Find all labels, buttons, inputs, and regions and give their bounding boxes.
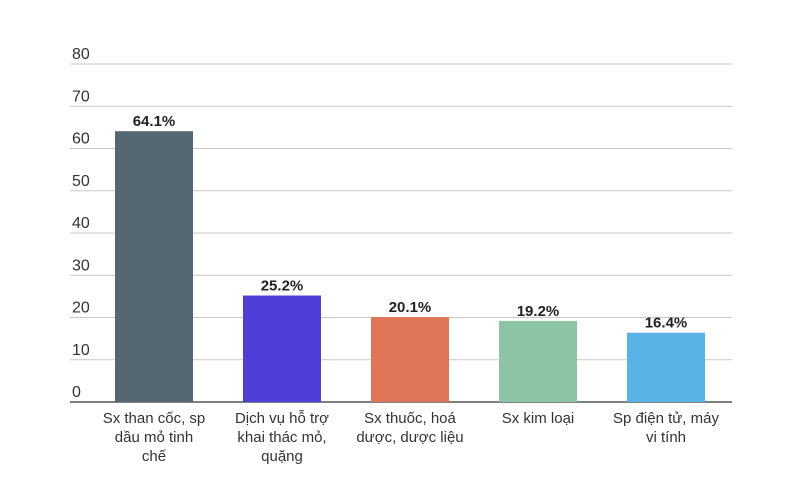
data-label: 16.4% bbox=[645, 315, 688, 332]
y-tick-label: 40 bbox=[72, 215, 90, 232]
x-tick-label: Sp điện tử, máy vi tính bbox=[613, 410, 719, 446]
y-tick-label: 60 bbox=[72, 131, 90, 148]
y-tick-label: 50 bbox=[72, 173, 90, 190]
y-tick-label: 70 bbox=[72, 88, 90, 105]
data-label: 20.1% bbox=[389, 299, 432, 316]
x-tick-label: Sx kim loại bbox=[502, 410, 575, 427]
x-tick-label: Sx than cốc, sp dầu mỏ tinh chế bbox=[103, 410, 206, 465]
bars bbox=[115, 131, 705, 403]
y-tick-label: 10 bbox=[72, 342, 90, 359]
y-tick-label: 30 bbox=[72, 257, 90, 274]
y-axis-ticks: 0 10 20 30 40 50 60 70 80 bbox=[72, 46, 90, 401]
x-tick-label: Sx thuốc, hoá dược, dược liệu bbox=[356, 410, 463, 446]
bar bbox=[627, 332, 705, 402]
data-label: 64.1% bbox=[133, 113, 176, 130]
bar bbox=[371, 317, 449, 402]
y-tick-label: 80 bbox=[72, 46, 90, 63]
bar bbox=[243, 295, 321, 402]
x-axis-categories: Sx than cốc, sp dầu mỏ tinh chế Dịch vụ hỗ … bbox=[103, 410, 720, 465]
data-label: 25.2% bbox=[261, 278, 304, 295]
data-label: 19.2% bbox=[517, 303, 560, 320]
bar bbox=[115, 131, 193, 403]
y-tick-label: 20 bbox=[72, 300, 90, 317]
bar bbox=[499, 320, 577, 402]
data-labels: 64.1% 25.2% 20.1% 19.2% 16.4% bbox=[133, 113, 688, 332]
x-tick-label: Dịch vụ hỗ trợ khai thác mỏ, quặng bbox=[235, 410, 329, 465]
y-tick-label: 0 bbox=[72, 384, 81, 401]
